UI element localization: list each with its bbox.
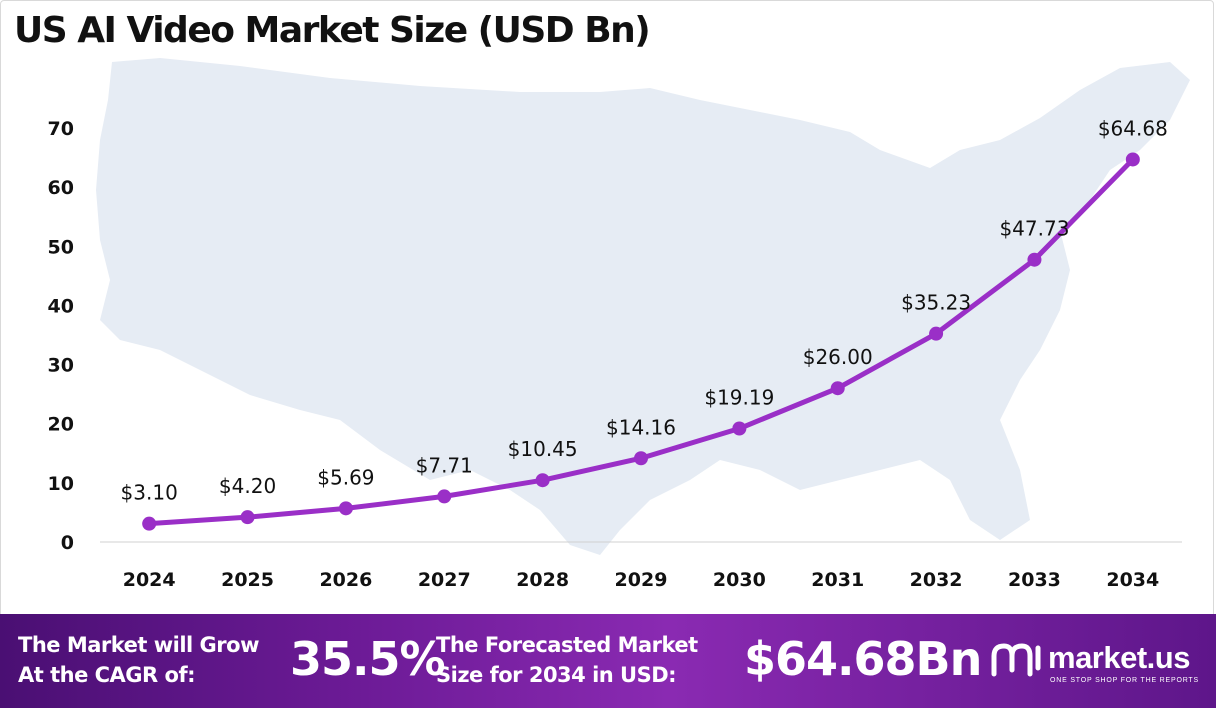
market-us-logo-icon <box>991 643 1041 677</box>
x-tick-label: 2024 <box>123 569 176 591</box>
data-label: $19.19 <box>704 386 774 410</box>
y-tick-label: 30 <box>48 355 74 377</box>
y-tick-label: 60 <box>48 177 74 199</box>
x-axis: 2024 2025 2026 2027 2028 2029 2030 2031 2032 2033… <box>123 569 1160 591</box>
data-label: $4.20 <box>219 474 276 498</box>
x-tick-label: 2034 <box>1106 569 1159 591</box>
forecast-caption: The Forecasted Market Size for 2034 in U… <box>436 630 698 690</box>
x-tick-label: 2031 <box>811 569 864 591</box>
data-label: $47.73 <box>999 217 1069 241</box>
data-label: $64.68 <box>1098 116 1168 140</box>
forecast-value: $64.68Bn <box>744 632 982 686</box>
data-label: $10.45 <box>508 437 578 461</box>
cagr-caption-line2: At the CAGR of: <box>18 663 195 687</box>
data-point <box>437 489 452 504</box>
data-label: $14.16 <box>606 415 676 439</box>
brand-tagline: ONE STOP SHOP FOR THE REPORTS <box>1050 677 1199 684</box>
data-point <box>535 473 550 488</box>
data-point <box>732 421 747 436</box>
brand-logo: market.us ONE STOP SHOP FOR THE REPORTS <box>990 640 1210 690</box>
x-tick-label: 2026 <box>319 569 372 591</box>
y-tick-label: 10 <box>48 473 74 495</box>
x-tick-label: 2025 <box>221 569 274 591</box>
x-tick-label: 2033 <box>1008 569 1061 591</box>
data-label: $35.23 <box>901 291 971 315</box>
cagr-caption: The Market will Grow At the CAGR of: <box>18 630 259 690</box>
brand-name: market.us <box>1048 640 1190 675</box>
data-point <box>830 381 845 396</box>
x-tick-label: 2032 <box>910 569 963 591</box>
y-tick-label: 20 <box>48 414 74 436</box>
x-tick-label: 2028 <box>516 569 569 591</box>
x-tick-label: 2029 <box>615 569 668 591</box>
data-point <box>634 451 648 466</box>
data-label: $7.71 <box>416 453 473 477</box>
data-points <box>142 152 1140 531</box>
forecast-caption-line2: Size for 2034 in USD: <box>436 663 677 687</box>
y-tick-label: 40 <box>48 295 74 317</box>
data-point <box>1125 152 1140 167</box>
x-tick-label: 2027 <box>418 569 471 591</box>
y-tick-label: 0 <box>61 532 74 554</box>
x-tick-label: 2030 <box>713 569 766 591</box>
data-point <box>338 501 353 516</box>
chart-title: US AI Video Market Size (USD Bn) <box>14 10 651 51</box>
us-map-silhouette <box>96 58 1190 555</box>
forecast-caption-line1: The Forecasted Market <box>436 633 698 657</box>
y-tick-label: 50 <box>48 236 74 258</box>
y-axis: 0 10 20 30 40 50 60 70 <box>48 118 74 554</box>
y-tick-label: 70 <box>48 118 74 140</box>
data-point <box>142 516 157 531</box>
footer-banner: The Market will Grow At the CAGR of: 35.… <box>0 614 1216 708</box>
data-label: $26.00 <box>803 345 873 369</box>
data-point <box>1027 252 1042 267</box>
data-point <box>929 326 944 341</box>
data-labels: $3.10 $4.20 $5.69 $7.71 $10.45 $14.16 $19.19 $2… <box>121 116 1168 504</box>
cagr-caption-line1: The Market will Grow <box>18 633 259 657</box>
data-point <box>240 510 255 525</box>
data-label: $5.69 <box>317 465 374 489</box>
data-label: $3.10 <box>121 481 178 505</box>
cagr-value: 35.5% <box>290 632 446 686</box>
